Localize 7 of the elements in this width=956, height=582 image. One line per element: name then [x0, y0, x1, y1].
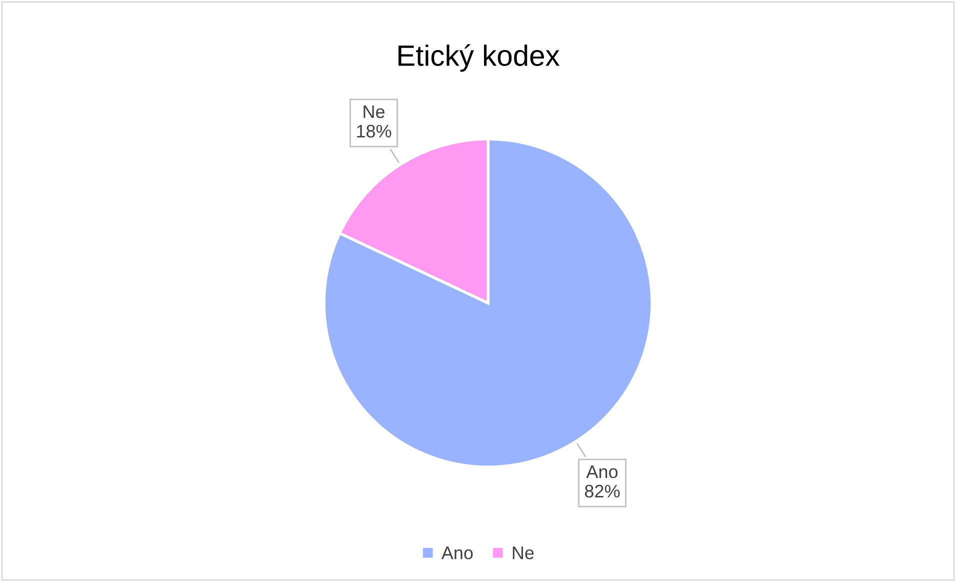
- chart-title: Etický kodex: [398, 44, 560, 72]
- slice-label: Ne: [364, 106, 384, 118]
- legend-label: Ano: [441, 546, 473, 560]
- data-label: 18%: [357, 124, 392, 138]
- data-label: 82%: [584, 484, 620, 498]
- legend-label: Ne: [512, 546, 534, 560]
- slice-label: Ano: [586, 466, 618, 478]
